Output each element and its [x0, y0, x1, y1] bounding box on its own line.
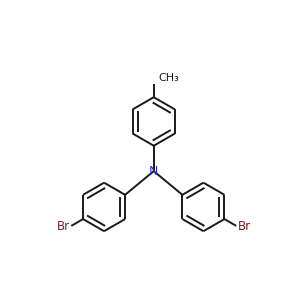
Text: Br: Br [57, 220, 70, 233]
Text: N: N [149, 165, 158, 178]
Text: CH₃: CH₃ [158, 73, 179, 83]
Text: Br: Br [238, 220, 251, 233]
